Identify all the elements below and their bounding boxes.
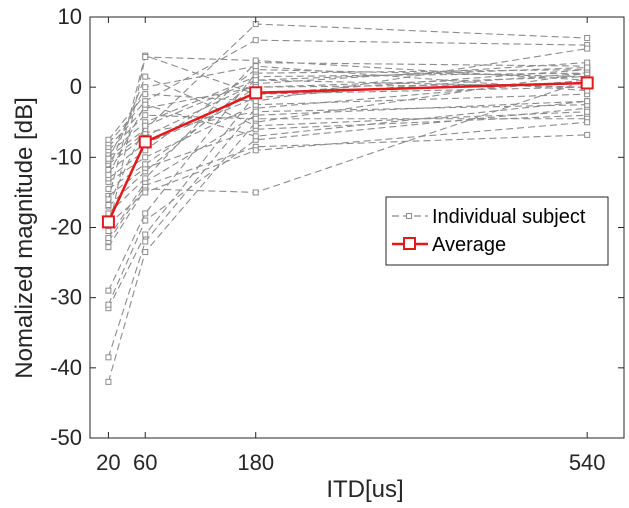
subject-point — [142, 53, 149, 60]
subject-line — [108, 104, 588, 162]
subject-point — [142, 238, 149, 245]
subject-point — [142, 122, 149, 129]
subject-point — [252, 189, 259, 196]
y-tick-label: 10 — [58, 4, 82, 29]
subject-line — [107, 39, 588, 144]
legend-average-marker — [403, 237, 416, 250]
subject-line — [108, 93, 588, 183]
subject-line — [108, 72, 588, 155]
subject-line — [107, 69, 588, 291]
subject-point — [142, 73, 149, 80]
subject-line — [107, 72, 588, 383]
subject-point — [142, 84, 149, 91]
subject-point — [105, 354, 112, 361]
subject-point — [105, 202, 112, 209]
subject-point — [252, 122, 259, 129]
subject-line — [107, 134, 588, 242]
subject-point — [252, 147, 259, 154]
subject-point — [142, 189, 149, 196]
legend-average-label: Average — [432, 234, 506, 256]
subject-point — [142, 154, 149, 161]
subject-point — [142, 175, 149, 182]
subject-line — [108, 62, 588, 214]
ticks: -50 -40 -30 -20 -10 0 10 20 60 180 540 — [50, 4, 624, 475]
subject-point — [142, 249, 149, 256]
x-tick-label: 180 — [237, 450, 274, 475]
subject-point — [142, 161, 149, 168]
subject-point — [105, 171, 112, 178]
subject-line — [108, 114, 588, 151]
x-tick-label: 20 — [96, 450, 120, 475]
subject-point — [105, 185, 112, 192]
subject-line — [107, 86, 588, 309]
subject-line — [107, 107, 588, 305]
subject-point — [105, 287, 112, 294]
subject-point — [142, 231, 149, 238]
y-tick-label: -20 — [50, 215, 82, 240]
subject-line — [108, 62, 588, 165]
average-layer — [101, 76, 594, 229]
subject-line — [107, 66, 588, 206]
subject-point — [584, 98, 591, 105]
y-tick-label: -50 — [50, 425, 82, 450]
legend-box — [385, 196, 609, 266]
subject-point — [252, 77, 259, 84]
average-point — [101, 215, 115, 229]
subject-line — [107, 54, 588, 200]
average-point — [580, 76, 594, 90]
subject-point — [584, 45, 591, 52]
subject-point — [142, 101, 149, 108]
subject-point — [105, 228, 112, 235]
subject-point — [105, 244, 112, 251]
subject-line — [107, 79, 588, 358]
y-tick-label: -30 — [50, 285, 82, 310]
subject-point — [105, 378, 112, 385]
x-axis-title: ITD[us] — [326, 476, 403, 503]
subject-line — [108, 121, 588, 225]
subject-point — [105, 136, 112, 143]
subject-point — [105, 235, 112, 242]
subject-point — [252, 133, 259, 140]
average-point — [138, 135, 152, 149]
subject-point — [142, 217, 149, 224]
subject-point — [252, 98, 259, 105]
subject-point — [584, 64, 591, 71]
y-axis-title: Nomalized magnitude [dB] — [11, 97, 38, 378]
subject-line — [107, 65, 588, 159]
subject-point — [252, 115, 259, 122]
subject-point — [584, 131, 591, 138]
subject-line — [107, 75, 588, 171]
subject-point — [142, 112, 149, 119]
subject-line — [107, 100, 588, 176]
average-point — [249, 86, 263, 100]
subject-line — [107, 56, 588, 232]
subject-point — [252, 37, 259, 44]
legend-individual-marker — [406, 213, 412, 219]
subject-line — [107, 100, 588, 239]
legend: Individual subject Average — [385, 196, 609, 266]
y-tick-label: 0 — [70, 74, 82, 99]
subject-point — [584, 108, 591, 115]
subject-point — [584, 59, 591, 66]
x-tick-label: 60 — [133, 450, 157, 475]
subject-point — [105, 301, 112, 308]
x-tick-label: 540 — [569, 450, 606, 475]
y-tick-label: -40 — [50, 355, 82, 380]
y-tick-label: -10 — [50, 144, 82, 169]
subject-point — [584, 35, 591, 42]
subject-point — [584, 119, 591, 126]
subject-line — [108, 83, 588, 148]
subject-point — [142, 210, 149, 217]
subject-point — [142, 91, 149, 98]
average-line — [107, 81, 588, 223]
subject-point — [252, 108, 259, 115]
subject-line — [107, 48, 588, 141]
legend-individual-label: Individual subject — [432, 206, 586, 228]
subject-point — [252, 63, 259, 70]
subject-point — [105, 155, 112, 162]
subject-point — [252, 57, 259, 64]
